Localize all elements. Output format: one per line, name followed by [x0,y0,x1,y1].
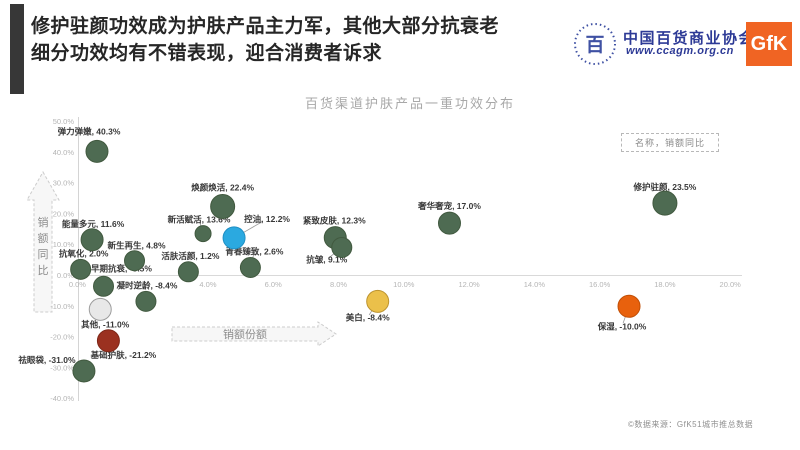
point-label: 新生再生, 4.8% [107,241,166,251]
data-source-note: ©数据来源：GfK51城市推总数据 [628,420,754,429]
y-tick-label: -40.0% [50,394,74,403]
y-axis-arrow-label: 销额同比 [38,215,49,277]
scatter-point [652,190,678,216]
x-tick-label: 12.0% [458,280,480,289]
x-tick-label: 6.0% [265,280,282,289]
y-tick-label: -30.0% [50,363,74,372]
y-axis-arrow-label-char: 同 [38,249,49,261]
y-tick-label: 20.0% [53,209,75,218]
y-tick-label: 30.0% [53,179,75,188]
ccagm-emblem-icon: 百 [574,23,616,65]
emblem-glyph: 百 [585,35,604,56]
scatter-point [88,297,112,321]
point-label: 抗氧化, 2.0% [59,248,109,258]
scatter-point [70,258,92,280]
point-label: 新活赋活, 13.6% [168,215,231,225]
scatter-point [366,289,390,313]
scatter-point [617,294,641,318]
y-tick-label: -20.0% [50,333,74,342]
y-axis-ticks: 50.0% 40.0% 30.0% 20.0% 10.0% 0.0% -10.0% -20.0… [50,117,74,403]
point-label: 保湿, -10.0% [597,321,647,331]
x-tick-label: 0.0% [69,280,86,289]
scatter-points [70,139,678,383]
y-axis-arrow-label-char: 比 [38,264,49,277]
leader-lines [199,221,630,324]
scatter-point [124,250,146,272]
point-label: 焕颜焕活, 22.4% [191,183,254,193]
scatter-point [177,261,199,283]
point-label: 早期抗衰, -3.5% [91,263,152,273]
y-tick-label: 0.0% [57,271,74,280]
point-label: 修护驻颜, 23.5% [633,182,697,192]
scatter-point [210,194,236,220]
x-tick-label: 14.0% [524,280,546,289]
y-axis-arrow-label-char: 额 [38,232,49,245]
scatter-point [93,275,115,297]
point-label: 控油, 12.2% [244,214,290,224]
x-tick-label: 4.0% [199,280,216,289]
point-label: 青春臻致, 2.6% [225,246,284,256]
scatter-point [85,139,109,163]
x-tick-label: 18.0% [654,280,676,289]
point-label: 紧致皮肤, 12.3% [303,216,366,226]
y-axis-arrow [26,170,60,313]
point-labels: 弹力弹嫩, 40.3% 能量多元, 11.6% 新生再生, 4.8%抗氧化, 2.0… [17,126,696,365]
x-tick-label: 10.0% [393,280,415,289]
point-label: 祛眼袋, -31.0% [17,355,76,365]
point-label: 其他, -11.0% [81,319,130,329]
y-tick-label: 40.0% [53,148,75,157]
scatter-point [239,256,261,278]
scatter-point [72,359,96,383]
scatter-point [80,228,104,252]
y-tick-label: 10.0% [53,240,75,249]
legend-box: 名称，销额同比 [621,133,719,152]
scatter-point [222,226,246,250]
y-tick-label: -10.0% [50,302,74,311]
scatter-point [135,290,157,312]
x-tick-label: 8.0% [330,280,347,289]
y-axis-arrow-label-char: 销 [38,215,49,229]
point-label: 美白, -8.4% [346,312,390,322]
scatter-point [194,225,212,243]
point-label: 抗皱, 9.1% [306,254,348,264]
point-label: 奢华奢宠, 17.0% [417,201,481,211]
scatter-point [331,236,353,258]
scatter-point [437,211,461,235]
scatter-point [96,329,120,353]
x-axis-arrow-label: 销额份额 [223,327,267,341]
x-tick-label: 20.0% [720,280,742,289]
point-label: 凝时逆龄, -8.4% [116,280,177,290]
gfk-logo: GfK [746,22,792,66]
y-tick-label: 50.0% [53,117,75,126]
point-label: 能量多元, 11.6% [62,219,125,229]
x-tick-label: 16.0% [589,280,611,289]
point-label: 弹力弹嫩, 40.3% [58,126,121,136]
point-label: 基础护肤, -21.2% [90,350,157,360]
association-name: 中国百货商业协会 [623,30,756,47]
slide-title-line2: 细分功效均有不错表现，迎合消费者诉求 [31,43,383,64]
title-accent-bar [10,4,24,94]
association-url: www.ccagm.org.cn [626,45,734,57]
slide-title: 修护驻颜功效成为护肤产品主力军，其他大部分抗衰老 细分功效均有不错表现，迎合消费… [31,13,561,67]
chart-title: 百货渠道护肤产品一重功效分布 [304,96,515,111]
x-axis-arrow [171,321,337,347]
point-label: 活肤活颜, 1.2% [161,251,220,261]
x-axis-ticks: 0.0% 4.0% 6.0% 8.0% 10.0% 12.0% 14.0% 16.0% 18.0… [69,280,741,289]
slide-title-line1: 修护驻颜功效成为护肤产品主力军，其他大部分抗衰老 [31,16,500,37]
